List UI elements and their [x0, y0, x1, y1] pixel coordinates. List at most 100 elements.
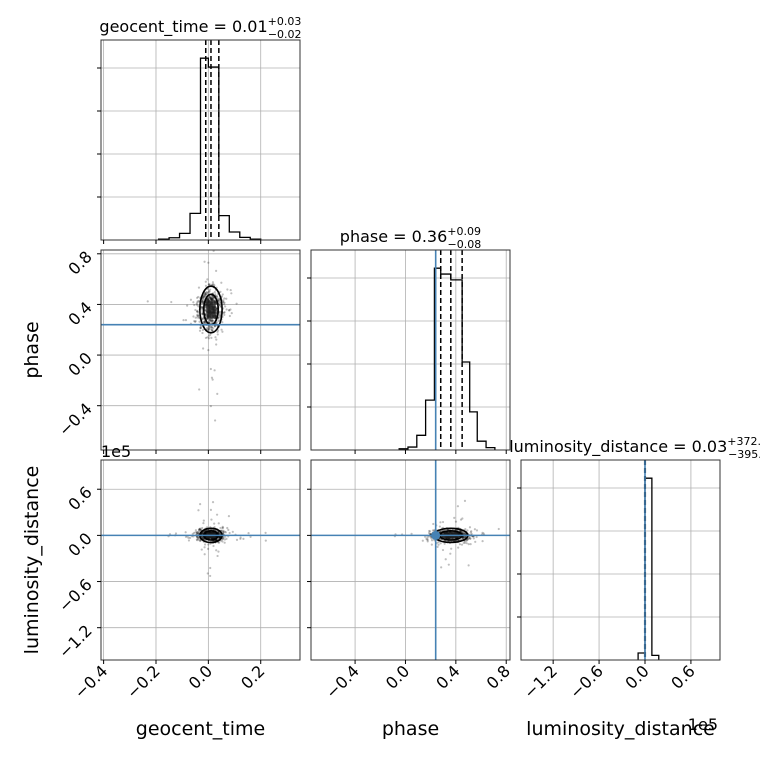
sample-point — [223, 311, 226, 314]
sample-point — [211, 298, 214, 301]
sample-point — [221, 293, 224, 296]
sample-point — [230, 312, 233, 315]
y-tick-label: 0.4 — [64, 298, 95, 329]
sample-point — [216, 554, 219, 558]
sample-point — [201, 296, 205, 299]
sample-point — [213, 419, 217, 422]
sample-point — [461, 517, 464, 520]
y-tick-label: 0.6 — [64, 483, 95, 514]
sample-point — [205, 291, 209, 295]
sample-point — [225, 308, 228, 311]
sample-point — [464, 536, 467, 539]
sample-point — [202, 294, 206, 297]
sample-point — [213, 369, 216, 372]
sample-point — [204, 306, 207, 309]
sample-point — [207, 291, 210, 294]
sample-point — [469, 537, 472, 540]
sample-point — [208, 318, 211, 322]
sample-point — [221, 525, 224, 528]
sample-point — [215, 312, 218, 315]
title-phase: phase = 0.36+0.09 −0.08 — [340, 225, 481, 251]
sample-point — [202, 347, 205, 350]
sample-point — [202, 521, 205, 525]
sample-point — [198, 528, 202, 531]
sample-point — [184, 319, 188, 322]
sample-point — [194, 531, 197, 534]
sample-point — [217, 247, 219, 249]
title-value: geocent_time = 0.01 — [99, 17, 267, 37]
sample-point — [194, 529, 197, 532]
sample-point — [187, 539, 191, 542]
sample-point — [206, 336, 209, 339]
y-tick-label: 0.8 — [64, 247, 95, 278]
sample-point — [533, 532, 535, 534]
sample-point — [209, 297, 213, 301]
sample-point — [196, 300, 199, 303]
sample-point — [462, 537, 465, 540]
sample-point — [425, 537, 428, 540]
sample-point — [457, 546, 460, 549]
sample-point — [201, 302, 204, 305]
sample-point — [211, 283, 214, 286]
sample-point — [209, 319, 212, 322]
sample-point — [211, 319, 214, 322]
sample-point — [200, 300, 204, 304]
sample-point — [187, 536, 190, 539]
sample-point — [211, 329, 214, 332]
sample-point — [466, 538, 469, 541]
sample-point — [453, 516, 456, 519]
sample-point — [467, 564, 470, 567]
sample-point — [464, 539, 468, 542]
sample-point — [214, 336, 217, 339]
sample-point — [218, 299, 221, 302]
grid-lines — [101, 250, 300, 450]
sample-point — [218, 541, 221, 544]
sample-point — [460, 543, 464, 546]
sample-point — [218, 535, 221, 539]
x-tick-label: 0.0 — [382, 661, 413, 692]
sample-point — [201, 526, 204, 530]
sample-point — [208, 321, 211, 324]
sample-point — [208, 288, 212, 291]
sample-point — [192, 301, 195, 304]
sample-point — [469, 542, 472, 546]
sample-point — [213, 291, 216, 294]
sample-point — [195, 302, 198, 306]
sample-point — [222, 530, 225, 534]
sample-point — [215, 306, 218, 309]
sample-point — [223, 538, 226, 541]
sample-point — [197, 532, 200, 535]
sample-point — [219, 312, 222, 315]
sample-point — [208, 296, 211, 299]
sample-point — [203, 320, 206, 323]
sample-point — [226, 526, 229, 530]
sample-point — [197, 528, 201, 531]
sample-point — [429, 532, 432, 536]
sample-point — [207, 349, 210, 352]
sample-point — [170, 300, 173, 304]
sample-point — [199, 325, 202, 328]
sample-point — [201, 313, 204, 316]
sample-point — [201, 297, 204, 301]
grid-lines — [311, 460, 510, 660]
sample-point — [207, 328, 210, 331]
sample-point — [215, 269, 218, 272]
sample-point — [228, 531, 231, 535]
sample-point — [222, 301, 225, 304]
sample-point — [217, 316, 221, 319]
title-upper-error: +0.03 — [268, 15, 302, 28]
sample-point — [462, 536, 465, 539]
sample-point — [206, 298, 210, 301]
x-tick-label: 0.4 — [432, 661, 463, 692]
sample-point — [196, 296, 199, 299]
sample-point — [475, 535, 478, 539]
sample-point — [223, 301, 226, 304]
sample-point — [207, 283, 211, 286]
sample-point — [212, 327, 215, 330]
sample-point — [210, 319, 213, 323]
sample-point — [211, 298, 214, 301]
sample-point — [220, 295, 224, 298]
sample-point — [222, 303, 226, 306]
sample-point — [201, 536, 204, 539]
sample-point — [196, 310, 199, 313]
